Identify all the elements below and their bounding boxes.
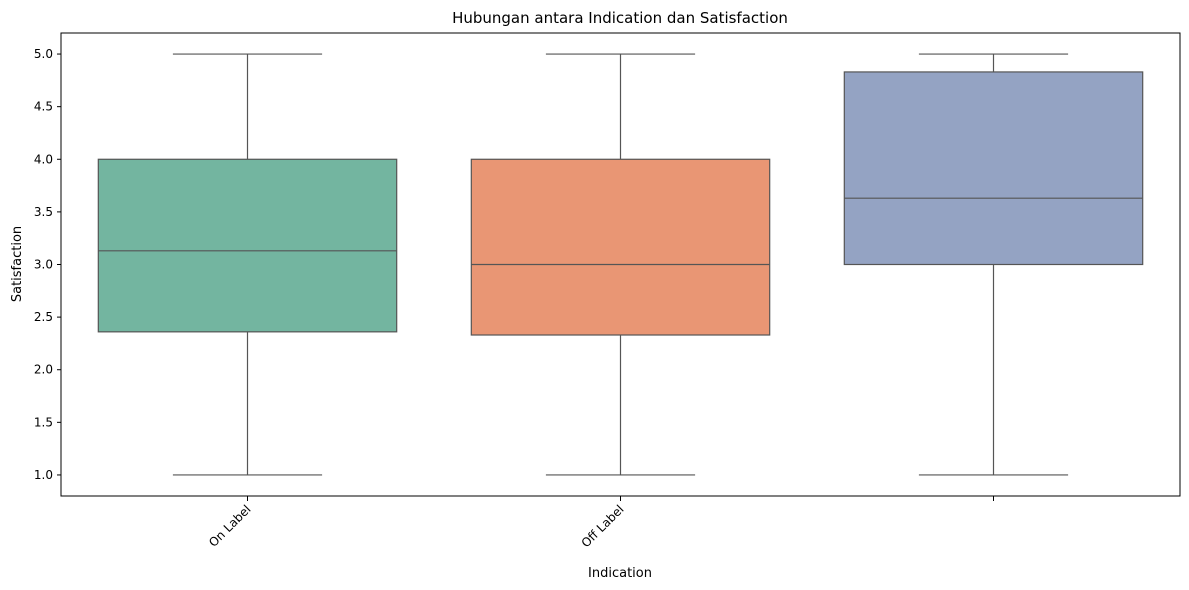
- y-axis-label: Satisfaction: [10, 226, 25, 302]
- boxes-layer: [97, 53, 1144, 476]
- x-axis-label: Indication: [588, 566, 652, 581]
- chart-title: Hubungan antara Indication dan Satisfact…: [452, 9, 788, 27]
- y-tick-label: 1.0: [34, 468, 53, 482]
- y-tick-label: 4.0: [34, 152, 53, 166]
- y-tick-label: 1.5: [34, 415, 53, 429]
- y-tick-label: 3.5: [34, 205, 53, 219]
- x-tick-label: On Label: [206, 502, 254, 550]
- box-group-0: [97, 53, 398, 476]
- box-iqr: [843, 71, 1144, 266]
- y-tick-label: 4.5: [34, 100, 53, 114]
- y-axis: 1.0 1.5 2.0 2.5 3.0 3.5 4.0 4.5 5.0: [34, 47, 61, 482]
- x-axis: On Label Off Label: [206, 496, 994, 550]
- y-tick-label: 3.0: [34, 258, 53, 272]
- box-group-1: [470, 53, 771, 476]
- box-group-2: [843, 53, 1144, 476]
- box-iqr: [470, 158, 771, 336]
- y-tick-label: 5.0: [34, 47, 53, 61]
- y-tick-label: 2.0: [34, 363, 53, 377]
- x-tick-label: Off Label: [579, 502, 627, 550]
- y-tick-label: 2.5: [34, 310, 53, 324]
- box-iqr: [97, 158, 398, 333]
